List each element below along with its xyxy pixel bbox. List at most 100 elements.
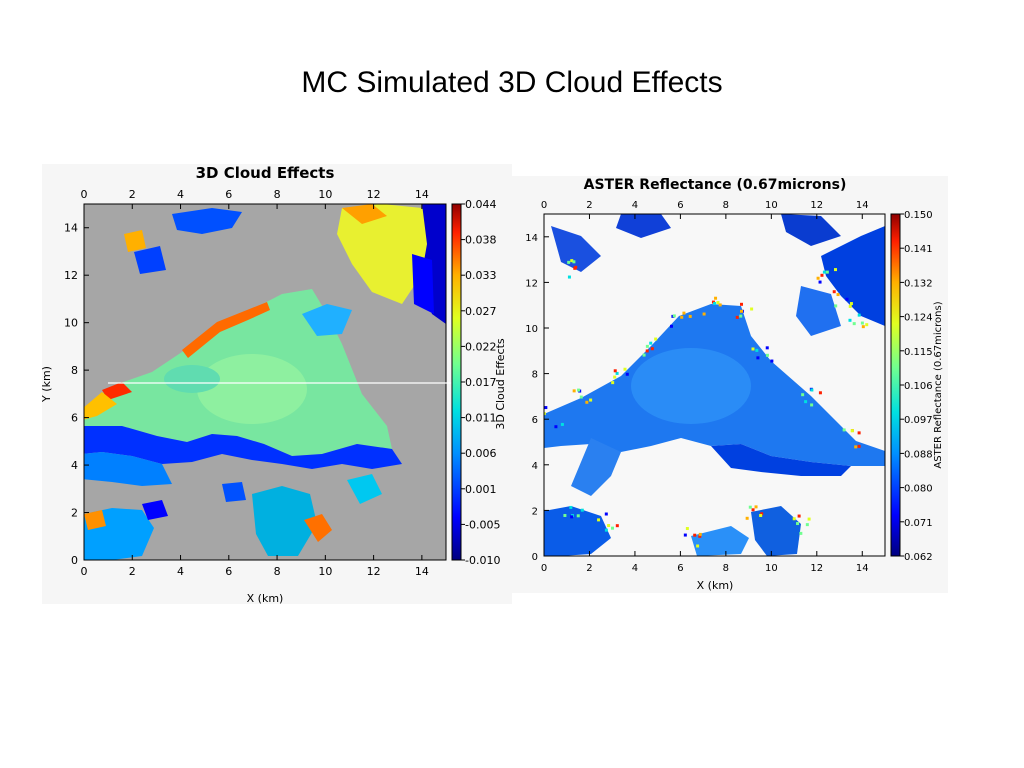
y-tick-label: 14 bbox=[525, 233, 538, 244]
speckle-pixel bbox=[820, 273, 824, 277]
speckle-pixel bbox=[750, 307, 754, 311]
speckle-pixel bbox=[682, 311, 686, 315]
x-tick-label-top: 6 bbox=[677, 200, 683, 211]
speckle-pixel bbox=[698, 532, 702, 536]
speckle-pixel bbox=[683, 533, 687, 537]
colorbar-tick-label: 0.006 bbox=[465, 447, 497, 460]
speckle-pixel bbox=[861, 325, 865, 329]
speckle-pixel bbox=[569, 505, 573, 509]
colorbar-tick-label: 0.088 bbox=[904, 449, 933, 460]
speckle-pixel bbox=[854, 445, 858, 449]
speckle-pixel bbox=[805, 523, 809, 527]
speckle-pixels bbox=[544, 259, 869, 548]
speckle-pixel bbox=[560, 422, 564, 426]
speckle-pixel bbox=[625, 372, 629, 376]
x-tick-label-bottom: 2 bbox=[586, 563, 592, 574]
speckle-pixel bbox=[755, 348, 759, 352]
speckle-pixel bbox=[570, 515, 574, 519]
x-tick-label-top: 2 bbox=[129, 188, 136, 201]
x-tick-label-top: 8 bbox=[723, 200, 729, 211]
speckle-pixel bbox=[818, 280, 822, 284]
speckle-pixel bbox=[685, 527, 689, 531]
speckle-pixel bbox=[649, 341, 653, 345]
x-tick-labels-bottom: 0 2 4 6 8 10 12 14 bbox=[81, 555, 429, 578]
y-tick-label: 14 bbox=[64, 222, 78, 235]
colorbar-tick-label: 0.011 bbox=[465, 412, 497, 425]
speckle-pixel bbox=[834, 304, 838, 308]
speckle-pixel bbox=[607, 524, 611, 528]
speckle-pixel bbox=[563, 513, 567, 517]
heatmap-field bbox=[84, 204, 446, 560]
x-tick-label-bottom: 4 bbox=[177, 565, 184, 578]
speckle-pixel bbox=[544, 406, 548, 410]
speckle-pixel bbox=[688, 314, 692, 318]
x-tick-label-top: 10 bbox=[765, 200, 778, 211]
colorbar-tick-label: 0.027 bbox=[465, 305, 497, 318]
y-tick-label: 8 bbox=[532, 370, 538, 381]
speckle-pixel bbox=[745, 516, 749, 520]
y-tick-labels: 0 2 4 6 8 10 12 14 bbox=[525, 233, 549, 563]
x-tick-label-top: 14 bbox=[856, 200, 869, 211]
speckle-pixel bbox=[804, 400, 808, 404]
speckle-pixel bbox=[613, 369, 617, 373]
speckle-pixel bbox=[597, 518, 601, 522]
speckle-pixel bbox=[857, 313, 861, 317]
speckle-pixel bbox=[807, 517, 811, 521]
speckle-pixel bbox=[544, 412, 546, 416]
speckle-pixel bbox=[857, 431, 861, 435]
speckle-pixel bbox=[748, 505, 752, 509]
x-tick-label-bottom: 14 bbox=[856, 563, 869, 574]
speckle-pixel bbox=[818, 391, 822, 395]
x-tick-label-bottom: 14 bbox=[415, 565, 429, 578]
speckle-pixel bbox=[623, 367, 627, 371]
x-tick-label-top: 4 bbox=[632, 200, 638, 211]
colorbar-tick-label: 0.038 bbox=[465, 234, 497, 247]
speckle-pixel bbox=[810, 388, 814, 392]
speckle-pixel bbox=[613, 375, 617, 379]
colorbar-tick-labels: 0.150 0.141 0.132 0.124 0.115 0.106 0.097 0.088… bbox=[900, 210, 933, 563]
speckle-pixel bbox=[645, 349, 649, 353]
speckle-pixel bbox=[825, 270, 829, 274]
y-tick-label: 0 bbox=[71, 554, 78, 567]
x-tick-label-top: 0 bbox=[81, 188, 88, 201]
slide-title: MC Simulated 3D Cloud Effects bbox=[301, 66, 723, 99]
speckle-pixel bbox=[670, 324, 674, 328]
x-tick-label-top: 4 bbox=[177, 188, 184, 201]
speckle-pixel bbox=[702, 312, 706, 316]
x-tick-label-bottom: 10 bbox=[765, 563, 778, 574]
speckle-pixel bbox=[611, 381, 615, 385]
colorbar-tick-label: 0.001 bbox=[465, 483, 497, 496]
x-tick-label-top: 14 bbox=[415, 188, 429, 201]
colorbar-tick-label: 0.106 bbox=[904, 381, 933, 392]
colorbar-tick-label: 0.115 bbox=[904, 347, 933, 358]
speckle-pixel bbox=[645, 344, 649, 348]
colorbar-tick-label: -0.010 bbox=[465, 554, 500, 567]
x-tick-label-bottom: 10 bbox=[318, 565, 332, 578]
colorbar-tick-label: 0.124 bbox=[904, 313, 933, 324]
colorbar-tick-label: 0.132 bbox=[904, 278, 933, 289]
y-tick-label: 0 bbox=[532, 552, 538, 563]
speckle-pixel bbox=[714, 296, 718, 300]
speckle-pixel bbox=[816, 276, 820, 280]
speckle-pixel bbox=[713, 302, 717, 306]
y-tick-label: 4 bbox=[71, 459, 78, 472]
y-tick-label: 2 bbox=[532, 506, 538, 517]
y-tick-label: 6 bbox=[532, 415, 538, 426]
speckle-pixel bbox=[654, 337, 658, 341]
speckle-pixel bbox=[754, 505, 758, 509]
speckle-pixel bbox=[849, 302, 853, 306]
speckle-pixel bbox=[801, 393, 805, 397]
speckle-pixel bbox=[572, 260, 576, 264]
x-tick-label-bottom: 2 bbox=[129, 565, 136, 578]
colorbar-tick-labels: 0.044 0.038 0.033 0.027 0.022 0.017 0.011 0.006… bbox=[461, 198, 500, 567]
colorbar-label: ASTER Reflectance (0.67microns) bbox=[933, 301, 944, 468]
speckle-pixel bbox=[832, 290, 836, 294]
speckle-pixel bbox=[740, 302, 744, 306]
speckle-pixel bbox=[672, 314, 676, 318]
speckle-pixel bbox=[765, 353, 769, 357]
x-tick-label-bottom: 8 bbox=[274, 565, 281, 578]
speckle-pixel bbox=[604, 528, 608, 532]
colorbar-tick-label: 0.071 bbox=[904, 518, 933, 529]
x-axis-label: X (km) bbox=[697, 579, 734, 592]
speckle-pixel bbox=[735, 315, 739, 319]
